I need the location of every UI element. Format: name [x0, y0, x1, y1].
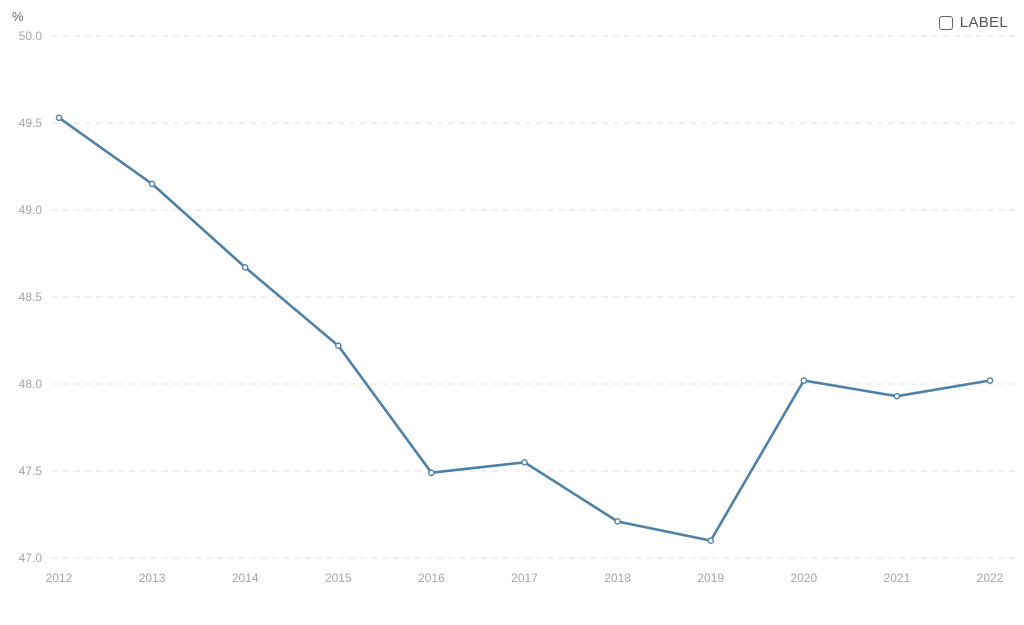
data-point[interactable]: [428, 469, 435, 477]
gridlines: [52, 35, 1016, 559]
x-tick-label: 2012: [46, 571, 73, 585]
y-tick-label: 49.0: [19, 203, 43, 217]
y-tick-label: 48.5: [19, 290, 43, 304]
data-point[interactable]: [707, 537, 715, 544]
y-unit-label: %: [12, 9, 24, 24]
y-tick-label: 48.0: [19, 377, 43, 391]
data-point[interactable]: [148, 180, 156, 188]
x-tick-label: 2022: [977, 571, 1004, 585]
data-point[interactable]: [55, 114, 63, 122]
x-tick-label: 2021: [884, 571, 911, 585]
data-point[interactable]: [800, 377, 808, 384]
y-tick-labels: 47.0 47.5 48.0 48.5 49.0 49.5 50.0: [19, 29, 43, 565]
data-point[interactable]: [241, 264, 249, 271]
data-point[interactable]: [893, 392, 901, 400]
y-tick-label: 50.0: [19, 29, 43, 43]
x-tick-label: 2019: [697, 571, 724, 585]
label-checkbox[interactable]: [938, 15, 953, 30]
y-tick-label: 47.5: [19, 464, 43, 478]
series-layer: [55, 114, 994, 544]
x-tick-label: 2016: [418, 571, 445, 585]
x-tick-label: 2018: [604, 571, 631, 585]
series-line-0: [57, 116, 992, 542]
label-toggle[interactable]: LABEL: [938, 14, 1008, 31]
x-tick-label: 2013: [139, 571, 166, 585]
x-tick-label: 2015: [325, 571, 352, 585]
data-point[interactable]: [986, 377, 994, 384]
y-tick-label: 49.5: [19, 116, 43, 130]
x-tick-label: 2020: [790, 571, 817, 585]
label-toggle-text: LABEL: [959, 14, 1008, 31]
data-point[interactable]: [521, 458, 528, 466]
x-tick-labels: 2012 2013 2014 2015 2016 2017 2018 2019 2020 2021…: [46, 571, 1004, 585]
data-point[interactable]: [614, 518, 621, 525]
data-point[interactable]: [334, 342, 342, 350]
y-tick-label: 47.0: [19, 551, 43, 565]
x-tick-label: 2017: [511, 571, 538, 585]
x-tick-label: 2014: [232, 571, 259, 585]
